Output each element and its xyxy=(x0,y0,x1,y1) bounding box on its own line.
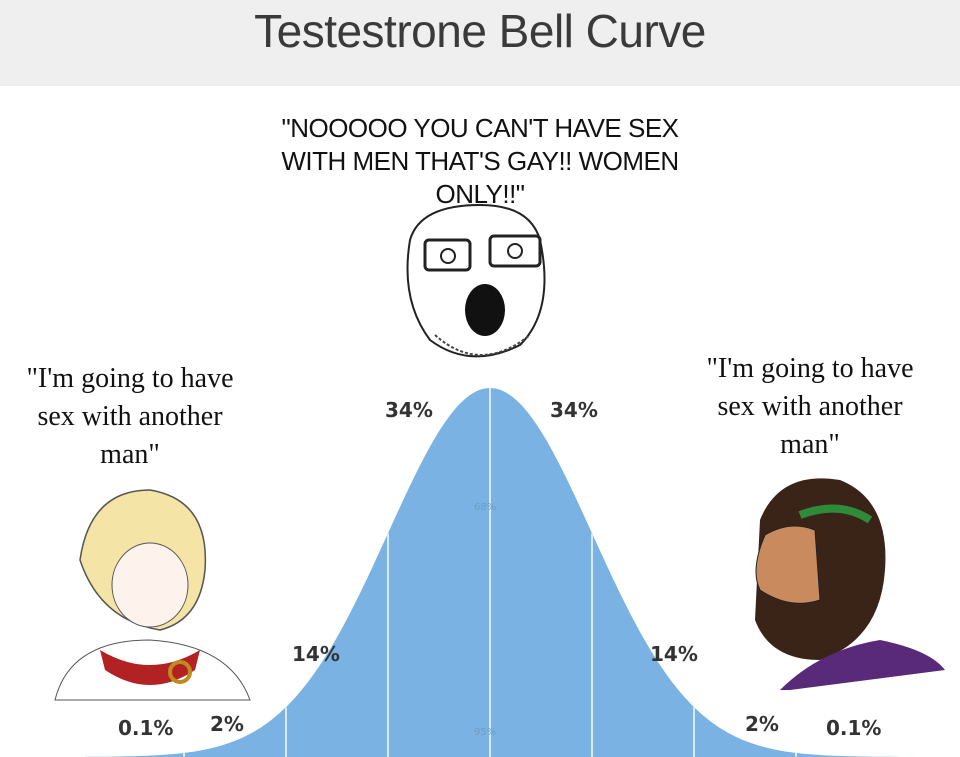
label-right-tail: 2% xyxy=(745,712,779,736)
left-quote: "I'm going to have sex with another man" xyxy=(26,363,234,470)
label-outer-faint: 95% xyxy=(474,727,497,738)
label-left-tail: 2% xyxy=(210,712,244,736)
label-left-center: 34% xyxy=(385,398,433,422)
label-right-center: 34% xyxy=(550,398,598,422)
label-right-mid: 14% xyxy=(650,642,698,666)
header-band xyxy=(0,0,960,86)
label-left-mid: 14% xyxy=(292,642,340,666)
center-quote: "NOOOOO YOU CAN'T HAVE SEX WITH MEN THAT… xyxy=(281,113,679,209)
label-far-right: 0.1% xyxy=(826,716,882,740)
label-far-left: 0.1% xyxy=(118,716,174,740)
label-inner-faint: 68% xyxy=(474,502,497,513)
bell-curve-area xyxy=(85,388,900,757)
meme-title: Testestrone Bell Curve xyxy=(254,5,706,57)
right-quote: "I'm going to have sex with another man" xyxy=(706,353,914,460)
